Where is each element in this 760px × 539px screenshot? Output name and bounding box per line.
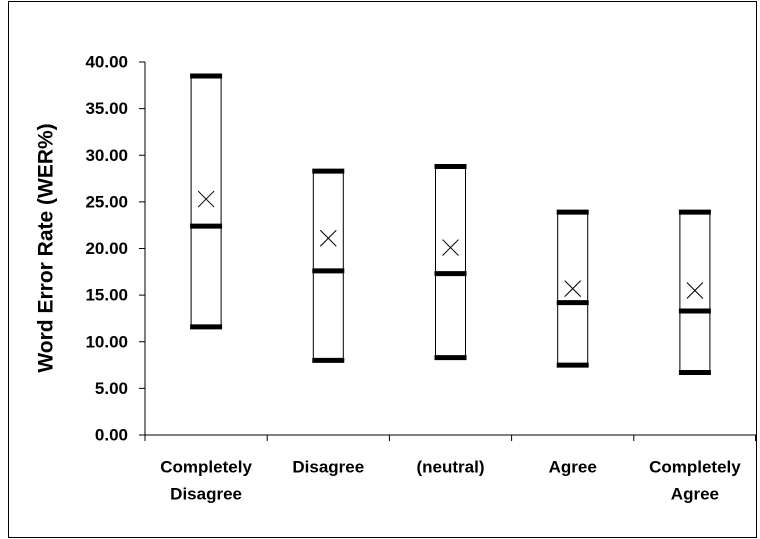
boxes-layer bbox=[190, 73, 711, 376]
mean-marker-stroke bbox=[197, 190, 215, 208]
y-tick-label: 20.00 bbox=[85, 239, 128, 258]
y-tick-label: 5.00 bbox=[95, 379, 128, 398]
y-tick-label: 0.00 bbox=[95, 426, 128, 445]
mean-marker bbox=[197, 190, 215, 208]
mean-marker bbox=[686, 282, 704, 299]
category-label: Agree bbox=[549, 458, 597, 477]
category-label-line: Completely bbox=[649, 458, 741, 477]
y-tick-label: 10.00 bbox=[85, 332, 128, 351]
box-group bbox=[556, 209, 589, 368]
category-label-line: Disagree bbox=[170, 485, 242, 504]
mean-marker bbox=[319, 229, 337, 247]
box-group bbox=[678, 209, 711, 376]
category-label-line: (neutral) bbox=[417, 458, 485, 477]
category-labels-layer: Completely Disagree Disagree (neutral) Agree… bbox=[160, 458, 741, 504]
y-tick-label: 25.00 bbox=[85, 192, 128, 211]
mean-marker-stroke bbox=[319, 229, 337, 247]
y-tick-label: 40.00 bbox=[85, 53, 128, 72]
mean-marker-stroke bbox=[564, 280, 582, 297]
box-group bbox=[190, 73, 223, 330]
y-tick-label: 30.00 bbox=[85, 146, 128, 165]
mean-marker bbox=[564, 280, 582, 297]
box-group bbox=[434, 163, 467, 361]
x-ticks-layer bbox=[144, 435, 756, 441]
category-label-line: Disagree bbox=[292, 458, 364, 477]
category-label-line: Completely bbox=[160, 458, 252, 477]
category-label-line: Agree bbox=[549, 458, 597, 477]
category-label: Completely Agree bbox=[649, 458, 741, 504]
mean-marker-stroke bbox=[442, 239, 459, 256]
y-tick-label: 35.00 bbox=[85, 99, 128, 118]
category-label: Completely Disagree bbox=[160, 458, 252, 504]
box-group bbox=[312, 168, 345, 363]
y-tick-label: 15.00 bbox=[85, 286, 128, 305]
mean-marker-stroke bbox=[686, 282, 704, 299]
category-label-line: Agree bbox=[671, 485, 719, 504]
category-label: (neutral) bbox=[417, 458, 485, 477]
chart-frame bbox=[8, 1, 757, 538]
mean-marker bbox=[442, 239, 459, 256]
category-label: Disagree bbox=[292, 458, 364, 477]
y-axis-title: Word Error Rate (WER%) bbox=[35, 123, 58, 372]
y-ticks-layer: 0.00 5.00 10.00 15.00 20.00 25.00 30.00 35.00 40… bbox=[85, 53, 145, 445]
